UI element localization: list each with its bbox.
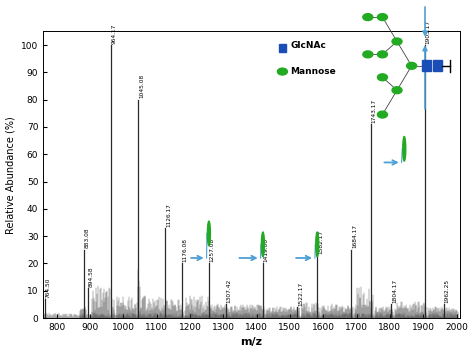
Text: 1419.00: 1419.00 [264, 238, 269, 262]
Circle shape [407, 62, 417, 69]
Circle shape [377, 74, 387, 81]
Text: 883.08: 883.08 [85, 228, 90, 249]
Circle shape [403, 137, 406, 161]
Y-axis label: Relative Abundance (%): Relative Abundance (%) [6, 116, 16, 234]
Circle shape [262, 232, 264, 257]
Text: GlcNAc: GlcNAc [291, 41, 326, 50]
Circle shape [363, 14, 373, 20]
Text: 1905.17: 1905.17 [426, 20, 431, 44]
Text: 1257.08: 1257.08 [210, 238, 215, 262]
Circle shape [377, 51, 387, 58]
Text: 764.50: 764.50 [46, 277, 50, 298]
Text: 1582.17: 1582.17 [318, 230, 323, 254]
Text: 1126.17: 1126.17 [166, 203, 171, 227]
Text: 1307.42: 1307.42 [227, 279, 231, 303]
FancyBboxPatch shape [279, 44, 286, 52]
FancyBboxPatch shape [433, 60, 442, 71]
Text: 964.17: 964.17 [112, 23, 117, 44]
Circle shape [316, 232, 319, 257]
Circle shape [208, 221, 210, 246]
Text: 894.58: 894.58 [89, 266, 94, 287]
Text: 1045.08: 1045.08 [139, 74, 144, 98]
Text: 1743.17: 1743.17 [372, 99, 377, 123]
X-axis label: m/z: m/z [241, 337, 263, 347]
Circle shape [277, 68, 287, 75]
Circle shape [392, 38, 402, 45]
Circle shape [377, 14, 387, 20]
FancyBboxPatch shape [422, 60, 431, 71]
Text: 1684.17: 1684.17 [352, 225, 357, 249]
Text: 1804.17: 1804.17 [392, 279, 397, 303]
Circle shape [363, 51, 373, 58]
Text: Mannose: Mannose [291, 67, 336, 76]
Circle shape [392, 87, 402, 94]
Text: 1522.17: 1522.17 [298, 282, 303, 306]
Text: 1176.08: 1176.08 [182, 238, 188, 262]
Text: 1962.25: 1962.25 [445, 279, 450, 303]
Circle shape [377, 111, 387, 118]
